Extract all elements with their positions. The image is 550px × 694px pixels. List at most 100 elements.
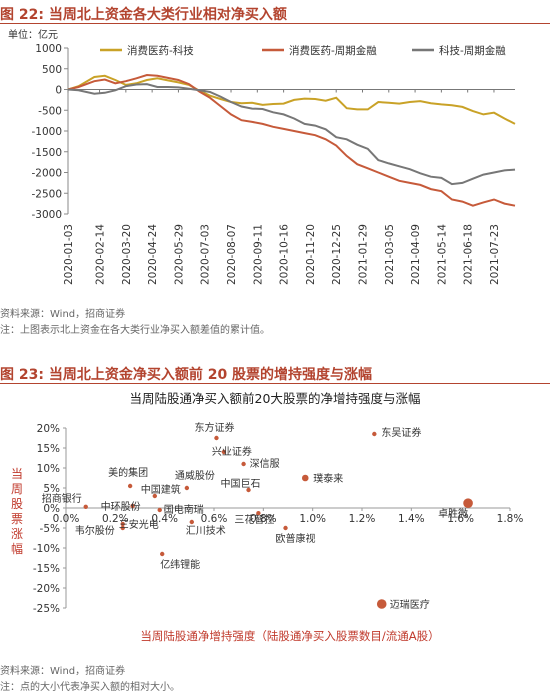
point-label: 中环股份: [101, 500, 141, 513]
x-tick-label: 2020-01-03: [63, 224, 75, 285]
y-tick-label: 500: [42, 64, 62, 76]
point-label: 卓胜微: [438, 507, 468, 520]
y-tick-label: -3000: [31, 209, 62, 221]
y-tick-label: 0%: [43, 503, 60, 515]
x-tick-label: 0.4%: [151, 513, 178, 525]
x-tick-label: 2020-09-11: [252, 224, 264, 285]
y-tick-label: -1500: [31, 147, 62, 159]
series-line: [67, 83, 516, 186]
legend-label: 消费医药-周期金融: [289, 44, 377, 57]
series-line: [67, 73, 516, 207]
y-tick-label: 10%: [37, 463, 60, 475]
x-tick-label: 0.8%: [250, 513, 277, 525]
x-axis-label: 当周陆股通净增持强度（陆股通净买入股票数目/流通A股）: [140, 629, 439, 643]
scatter-title: 当周陆股通净买入额前20大股票的净增持强度与涨幅: [130, 391, 421, 406]
point-label: 璞泰来: [313, 472, 343, 485]
point-label: 韦尔股份: [75, 524, 115, 537]
y-tick-label: 5%: [43, 483, 60, 495]
scatter-point: [376, 599, 387, 609]
figure-22-title: 图 22: 当周北上资金各大类行业相对净买入额: [0, 7, 287, 23]
x-tick-label: 2020-12-25: [331, 224, 343, 285]
scatter-point: [83, 504, 88, 509]
y-axis-label-char: 当: [11, 467, 23, 481]
y-tick-label: -10%: [33, 543, 60, 555]
x-tick-label: 2021-01-29: [357, 224, 369, 285]
x-tick-label: 1.6%: [447, 513, 474, 525]
unit-label: 单位：亿元: [8, 28, 58, 41]
scatter-point: [241, 461, 246, 467]
scatter-point: [184, 485, 190, 491]
y-axis-label-char: 周: [11, 482, 23, 496]
x-tick-label: 2021-07-23: [489, 224, 501, 285]
scatter-point: [463, 498, 473, 508]
x-tick-label: 2021-04-09: [410, 224, 422, 285]
scatter-point: [221, 449, 227, 455]
figure-23-rule: [0, 383, 550, 384]
scatter-point: [372, 431, 377, 437]
scatter-point: [301, 474, 309, 482]
y-tick-label: 0: [55, 85, 62, 97]
x-tick-label: 2020-05-29: [173, 224, 185, 285]
x-tick-label: 2020-07-03: [200, 224, 212, 285]
point-label: 三花智控: [234, 513, 274, 526]
y-tick-label: -2000: [31, 168, 62, 180]
y-tick-label: 20%: [37, 423, 60, 435]
x-tick-label: 1.8%: [497, 513, 524, 525]
scatter-point: [157, 507, 162, 513]
x-tick-label: 2020-10-16: [279, 224, 291, 285]
figure-23-title: 图 23: 当周北上资金净买入额前 20 股票的增持强度与涨幅: [0, 367, 373, 383]
y-tick-label: 1000: [35, 43, 62, 55]
scatter-point: [120, 521, 125, 527]
x-tick-label: 1.2%: [349, 513, 376, 525]
x-tick-label: 1.4%: [398, 513, 425, 525]
y-axis-label-char: 股: [11, 497, 23, 511]
point-label: 东吴证券: [381, 426, 421, 439]
point-label: 国电南瑞: [164, 503, 204, 516]
point-label: 美的集团: [108, 466, 148, 479]
x-tick-label: 2020-11-20: [305, 224, 317, 285]
y-axis-label-char: 票: [11, 512, 23, 526]
x-tick-label: 2021-06-18: [463, 224, 475, 285]
point-label: 中国建筑: [141, 483, 181, 496]
legend-label: 消费医药-科技: [127, 44, 194, 57]
scatter-point: [214, 435, 219, 441]
legend-label: 科技-周期金融: [439, 44, 506, 57]
scatter-point: [127, 483, 133, 489]
x-tick-label: 2021-05-14: [436, 224, 448, 285]
point-label: 兴业证券: [212, 445, 252, 458]
scatter-point: [160, 551, 165, 557]
scatter-point: [189, 519, 194, 525]
point-label: 中国巨石: [221, 477, 261, 490]
figure-23-note: 注：点的大小代表净买入额的相对大小。: [0, 682, 180, 693]
x-tick-label: 1.0%: [299, 513, 326, 525]
y-tick-label: -5%: [40, 523, 60, 535]
point-label: 三安光电: [119, 518, 159, 531]
y-tick-label: -25%: [33, 603, 60, 615]
point-label: 欧普康视: [276, 532, 316, 545]
scatter-point: [283, 525, 288, 531]
point-label: 东方证券: [194, 421, 234, 434]
scatter-point: [256, 511, 261, 516]
y-axis-label-char: 涨: [11, 526, 23, 541]
figure-22-source: 资料来源：Wind，招商证券: [0, 309, 126, 320]
x-tick-label: 2020-04-24: [147, 224, 159, 285]
y-tick-label: 15%: [37, 443, 60, 455]
scatter-point: [152, 493, 157, 499]
point-label: 招商银行: [42, 492, 82, 505]
y-tick-label: -15%: [33, 563, 60, 575]
y-tick-label: -2500: [31, 188, 62, 200]
y-tick-label: -20%: [33, 583, 60, 595]
y-tick-label: -500: [38, 105, 62, 117]
point-label: 深信服: [250, 458, 280, 470]
scatter-point: [120, 525, 125, 531]
scatter-point: [130, 503, 135, 509]
x-tick-label: 2020-03-20: [121, 224, 133, 285]
y-tick-label: -1000: [31, 126, 62, 138]
x-tick-label: 0.6%: [201, 513, 228, 525]
point-label: 汇川技术: [186, 524, 226, 537]
x-tick-label: 2020-08-07: [226, 224, 238, 285]
scatter-point: [246, 487, 251, 493]
series-line: [67, 74, 516, 125]
y-axis-label-char: 幅: [11, 541, 23, 556]
